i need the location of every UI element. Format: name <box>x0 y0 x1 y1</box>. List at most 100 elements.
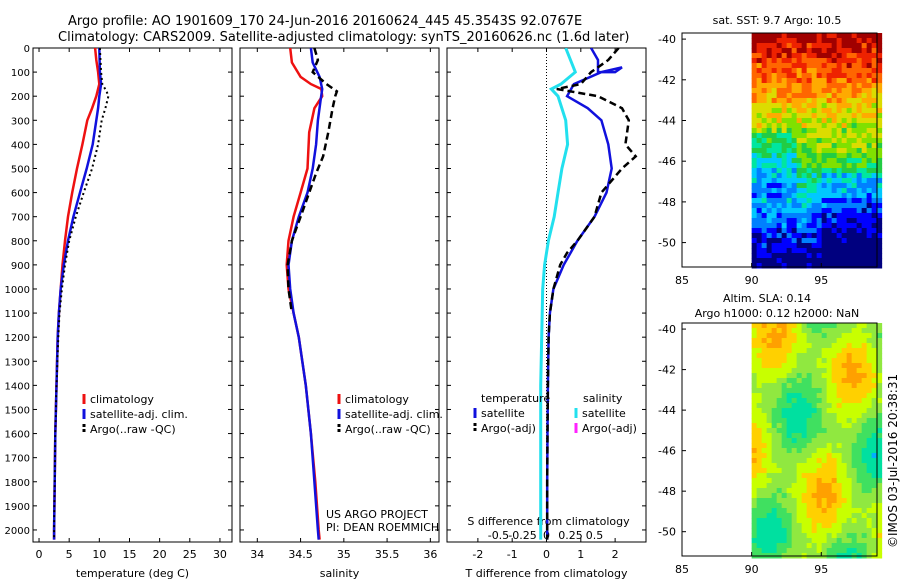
sst-cell <box>801 93 808 99</box>
sla-cell <box>796 393 803 399</box>
sla-cell <box>771 548 778 554</box>
sla-cell <box>876 448 883 454</box>
sst-cell <box>841 218 848 224</box>
sla-cell <box>801 463 808 469</box>
sla-cell <box>776 448 783 454</box>
sst-cell <box>871 138 878 144</box>
sla-cell <box>771 483 778 489</box>
sst-cell <box>771 178 778 184</box>
sst-cell <box>816 93 823 99</box>
sla-cell <box>836 333 843 339</box>
sla-cell <box>781 398 788 404</box>
sst-cell <box>816 68 823 74</box>
sst-cell <box>806 233 813 239</box>
sst-cell <box>836 143 843 149</box>
sla-cell <box>756 368 763 374</box>
sla-cell <box>786 388 793 394</box>
sla-cell <box>801 358 808 364</box>
y-tick-label: -46 <box>658 445 676 458</box>
temperature-xlabel: temperature (deg C) <box>76 567 189 580</box>
sst-cell <box>876 103 883 109</box>
sla-cell <box>826 443 833 449</box>
sla-cell <box>846 328 853 334</box>
sla-cell <box>756 483 763 489</box>
sst-cell <box>791 33 798 39</box>
sst-cell <box>766 128 773 134</box>
sla-cell <box>836 468 843 474</box>
sst-cell <box>841 223 848 229</box>
sla-cell <box>851 333 858 339</box>
sst-cell <box>761 248 768 254</box>
sst-cell <box>796 58 803 64</box>
sla-cell <box>781 523 788 529</box>
sla-cell <box>876 543 883 549</box>
sst-cell <box>811 88 818 94</box>
sla-cell <box>811 383 818 389</box>
sla-cell <box>751 458 758 464</box>
sla-cell <box>781 403 788 409</box>
sst-cell <box>791 203 798 209</box>
sla-cell <box>866 398 873 404</box>
sla-cell <box>871 513 878 519</box>
sla-cell <box>836 383 843 389</box>
sla-cell <box>761 328 768 334</box>
sla-cell <box>786 453 793 459</box>
sst-cell <box>861 138 868 144</box>
sla-cell <box>841 363 848 369</box>
sst-cell <box>816 48 823 54</box>
sst-cell <box>751 178 758 184</box>
sla-cell <box>801 468 808 474</box>
sla-cell <box>861 408 868 414</box>
sla-cell <box>786 523 793 529</box>
sla-cell <box>771 348 778 354</box>
sla-cell <box>851 463 858 469</box>
sla-cell <box>756 503 763 509</box>
sst-cell <box>751 48 758 54</box>
sst-cell <box>761 258 768 264</box>
sst-cell <box>841 73 848 79</box>
sla-cell <box>821 343 828 349</box>
sst-cell <box>766 98 773 104</box>
sla-cell <box>866 533 873 539</box>
sst-cell <box>766 93 773 99</box>
sst-cell <box>786 243 793 249</box>
sst-cell <box>821 228 828 234</box>
sst-cell <box>796 168 803 174</box>
sla-cell <box>791 423 798 429</box>
sst-cell <box>781 238 788 244</box>
sst-cell <box>786 73 793 79</box>
sla-cell <box>856 483 863 489</box>
sst-map-panel: sat. SST: 9.7 Argo: 10.585 90 95-40-42-44-… <box>658 14 883 287</box>
sst-cell <box>866 33 873 39</box>
sst-cell <box>821 48 828 54</box>
sla-cell <box>771 493 778 499</box>
sst-cell <box>816 73 823 79</box>
sst-cell <box>816 228 823 234</box>
sst-cell <box>806 53 813 59</box>
sst-cell <box>841 48 848 54</box>
sla-cell <box>841 543 848 549</box>
sst-cell <box>781 78 788 84</box>
sst-cell <box>836 93 843 99</box>
sst-cell <box>771 208 778 214</box>
sla-cell <box>826 548 833 554</box>
sla-cell <box>831 533 838 539</box>
sla-cell <box>861 323 868 329</box>
sst-cell <box>866 163 873 169</box>
sst-cell <box>756 33 763 39</box>
sst-cell <box>866 248 873 254</box>
sst-cell <box>816 248 823 254</box>
sst-cell <box>791 178 798 184</box>
sla-cell <box>861 338 868 344</box>
sla-cell <box>806 478 813 484</box>
sst-cell <box>831 63 838 69</box>
sst-cell <box>796 238 803 244</box>
sla-cell <box>761 543 768 549</box>
sla-cell <box>851 433 858 439</box>
sst-cell <box>751 133 758 139</box>
sst-cell <box>796 173 803 179</box>
sla-cell <box>861 368 868 374</box>
sla-cell <box>831 403 838 409</box>
sla-cell <box>831 513 838 519</box>
sla-cell <box>856 353 863 359</box>
